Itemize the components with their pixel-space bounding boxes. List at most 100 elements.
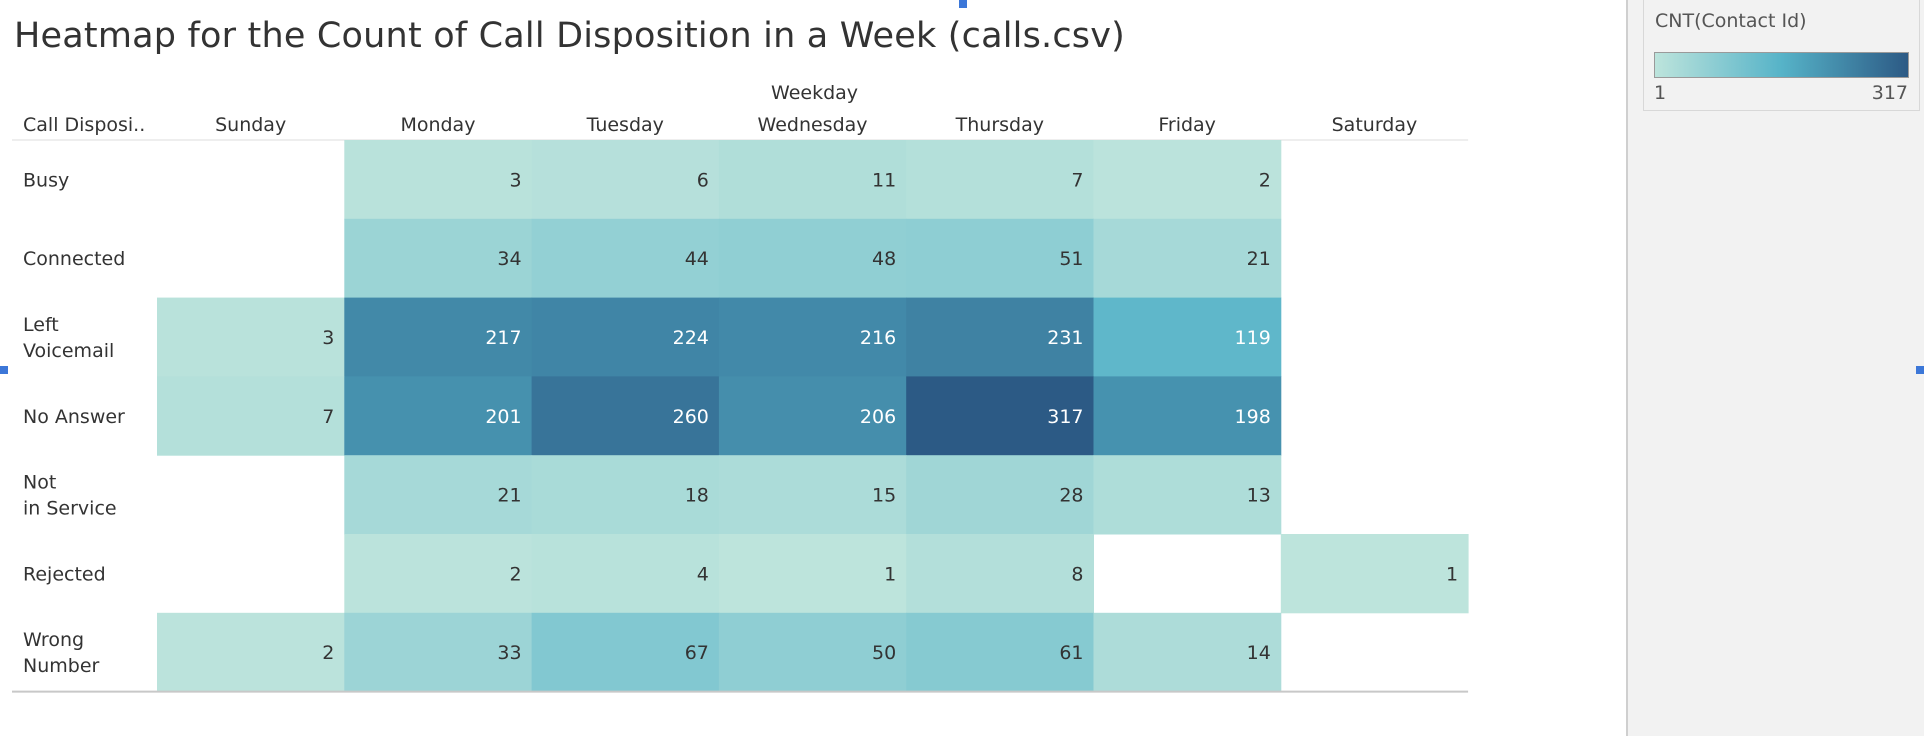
cell-value-label: 67: [685, 642, 709, 664]
cell-value-label: 260: [673, 406, 709, 428]
row-label-connected: Connected: [23, 248, 125, 270]
column-header-tuesday: Tuesday: [586, 114, 664, 136]
weekday-axis-label: Weekday: [771, 82, 858, 104]
cell-value-label: 33: [497, 642, 521, 664]
column-header-friday: Friday: [1158, 114, 1216, 136]
legend-min-label: 1: [1654, 82, 1667, 104]
heatmap-cell[interactable]: [1093, 376, 1282, 456]
heatmap-cell[interactable]: [531, 376, 720, 456]
cell-value-label: 1: [1446, 563, 1458, 585]
row-header-label: Call Disposi..: [23, 114, 145, 136]
cell-value-label: 8: [1071, 563, 1083, 585]
cell-value-label: 61: [1059, 642, 1083, 664]
heatmap-cell[interactable]: [531, 455, 720, 535]
cell-value-label: 15: [872, 485, 896, 507]
legend-title: CNT(Contact Id): [1655, 10, 1807, 32]
heatmap-cell[interactable]: [344, 140, 533, 220]
legend-panel: CNT(Contact Id) 1 317: [1626, 0, 1924, 736]
heatmap-cell[interactable]: [531, 218, 720, 299]
cell-value-label: 198: [1235, 406, 1271, 428]
heatmap-cell[interactable]: [718, 218, 907, 299]
heatmap-cell[interactable]: [1280, 534, 1469, 614]
heatmap-cell[interactable]: [1093, 297, 1282, 377]
heatmap-cell[interactable]: [531, 534, 720, 614]
heatmap-cell[interactable]: [906, 534, 1094, 614]
cell-value-label: 21: [1247, 248, 1271, 270]
cell-value-label: 21: [497, 485, 521, 507]
cell-value-label: 51: [1059, 248, 1083, 270]
cell-value-label: 2: [322, 642, 334, 664]
cell-value-label: 28: [1059, 485, 1083, 507]
heatmap-cell[interactable]: [157, 612, 345, 693]
heatmap-cell[interactable]: [344, 534, 533, 614]
heatmap-cell[interactable]: [1093, 218, 1282, 299]
cell-value-label: 224: [673, 327, 709, 349]
selection-handle-left[interactable]: [0, 366, 8, 374]
heatmap-cell[interactable]: [157, 376, 345, 456]
heatmap-cell[interactable]: [718, 612, 907, 693]
heatmap-cell[interactable]: [1093, 455, 1282, 535]
cell-value-label: 119: [1235, 327, 1271, 349]
heatmap-cell[interactable]: [906, 140, 1094, 220]
row-label-left-voicemail: Left Voicemail: [23, 314, 114, 362]
cell-value-label: 216: [860, 327, 896, 349]
row-label-no-answer: No Answer: [23, 406, 125, 428]
color-legend[interactable]: CNT(Contact Id) 1 317: [1643, 0, 1920, 111]
heatmap-cell[interactable]: [1093, 612, 1282, 693]
heatmap-cell[interactable]: [344, 376, 533, 456]
cell-value-label: 34: [497, 248, 521, 270]
cell-value-label: 7: [322, 406, 334, 428]
cell-value-label: 2: [1259, 169, 1271, 191]
heatmap-cell[interactable]: [718, 297, 907, 377]
cell-value-label: 44: [685, 248, 709, 270]
cell-value-label: 3: [322, 327, 334, 349]
cell-value-label: 13: [1247, 485, 1271, 507]
heatmap-cell[interactable]: [344, 297, 533, 377]
column-header-sunday: Sunday: [215, 114, 286, 136]
cell-value-label: 2: [510, 563, 522, 585]
cell-value-label: 14: [1247, 642, 1271, 664]
heatmap-cell[interactable]: [906, 218, 1094, 299]
heatmap-chart: Weekday Call Disposi.. Sunday Monday Tuesday…: [12, 82, 1469, 693]
heatmap-cell[interactable]: [906, 612, 1094, 693]
heatmap-cell[interactable]: [1093, 140, 1282, 220]
selection-handle-top[interactable]: [959, 0, 967, 8]
cell-value-label: 201: [485, 406, 521, 428]
cell-value-label: 217: [485, 327, 521, 349]
heatmap-cell[interactable]: [157, 297, 345, 377]
heatmap-cell[interactable]: [906, 376, 1094, 456]
chart-title: Heatmap for the Count of Call Dispositio…: [14, 16, 1125, 56]
column-header-monday: Monday: [400, 114, 475, 136]
heatmap-cell[interactable]: [906, 455, 1094, 535]
cell-value-label: 11: [872, 169, 896, 191]
heatmap-cell[interactable]: [344, 218, 533, 299]
legend-max-label: 317: [1871, 82, 1908, 104]
cell-value-label: 6: [697, 169, 709, 191]
cell-value-label: 317: [1047, 406, 1083, 428]
cell-value-label: 4: [697, 563, 709, 585]
row-label-not-in-service: Not in Service: [23, 472, 117, 520]
cell-value-label: 7: [1071, 169, 1083, 191]
column-header-thursday: Thursday: [955, 114, 1044, 136]
row-label-wrong-number: Wrong Number: [23, 629, 100, 677]
heatmap-cell[interactable]: [344, 455, 533, 535]
selection-handle-right[interactable]: [1916, 366, 1924, 374]
heatmap-cell[interactable]: [718, 455, 907, 535]
heatmap-cell[interactable]: [718, 376, 907, 456]
cell-value-label: 231: [1047, 327, 1083, 349]
row-label-rejected: Rejected: [23, 563, 106, 585]
cell-value-label: 3: [510, 169, 522, 191]
column-header-saturday: Saturday: [1332, 114, 1418, 136]
heatmap-cell[interactable]: [531, 297, 720, 377]
heatmap-cell[interactable]: [531, 140, 720, 220]
column-header-wednesday: Wednesday: [758, 114, 868, 136]
cell-value-label: 18: [685, 485, 709, 507]
legend-color-bar: [1654, 52, 1909, 78]
heatmap-cell[interactable]: [718, 534, 907, 614]
heatmap-cell[interactable]: [344, 612, 533, 693]
heatmap-cell[interactable]: [718, 140, 907, 220]
cell-value-label: 206: [860, 406, 896, 428]
heatmap-cell[interactable]: [906, 297, 1094, 377]
heatmap-cell[interactable]: [531, 612, 720, 693]
row-label-busy: Busy: [23, 169, 69, 191]
